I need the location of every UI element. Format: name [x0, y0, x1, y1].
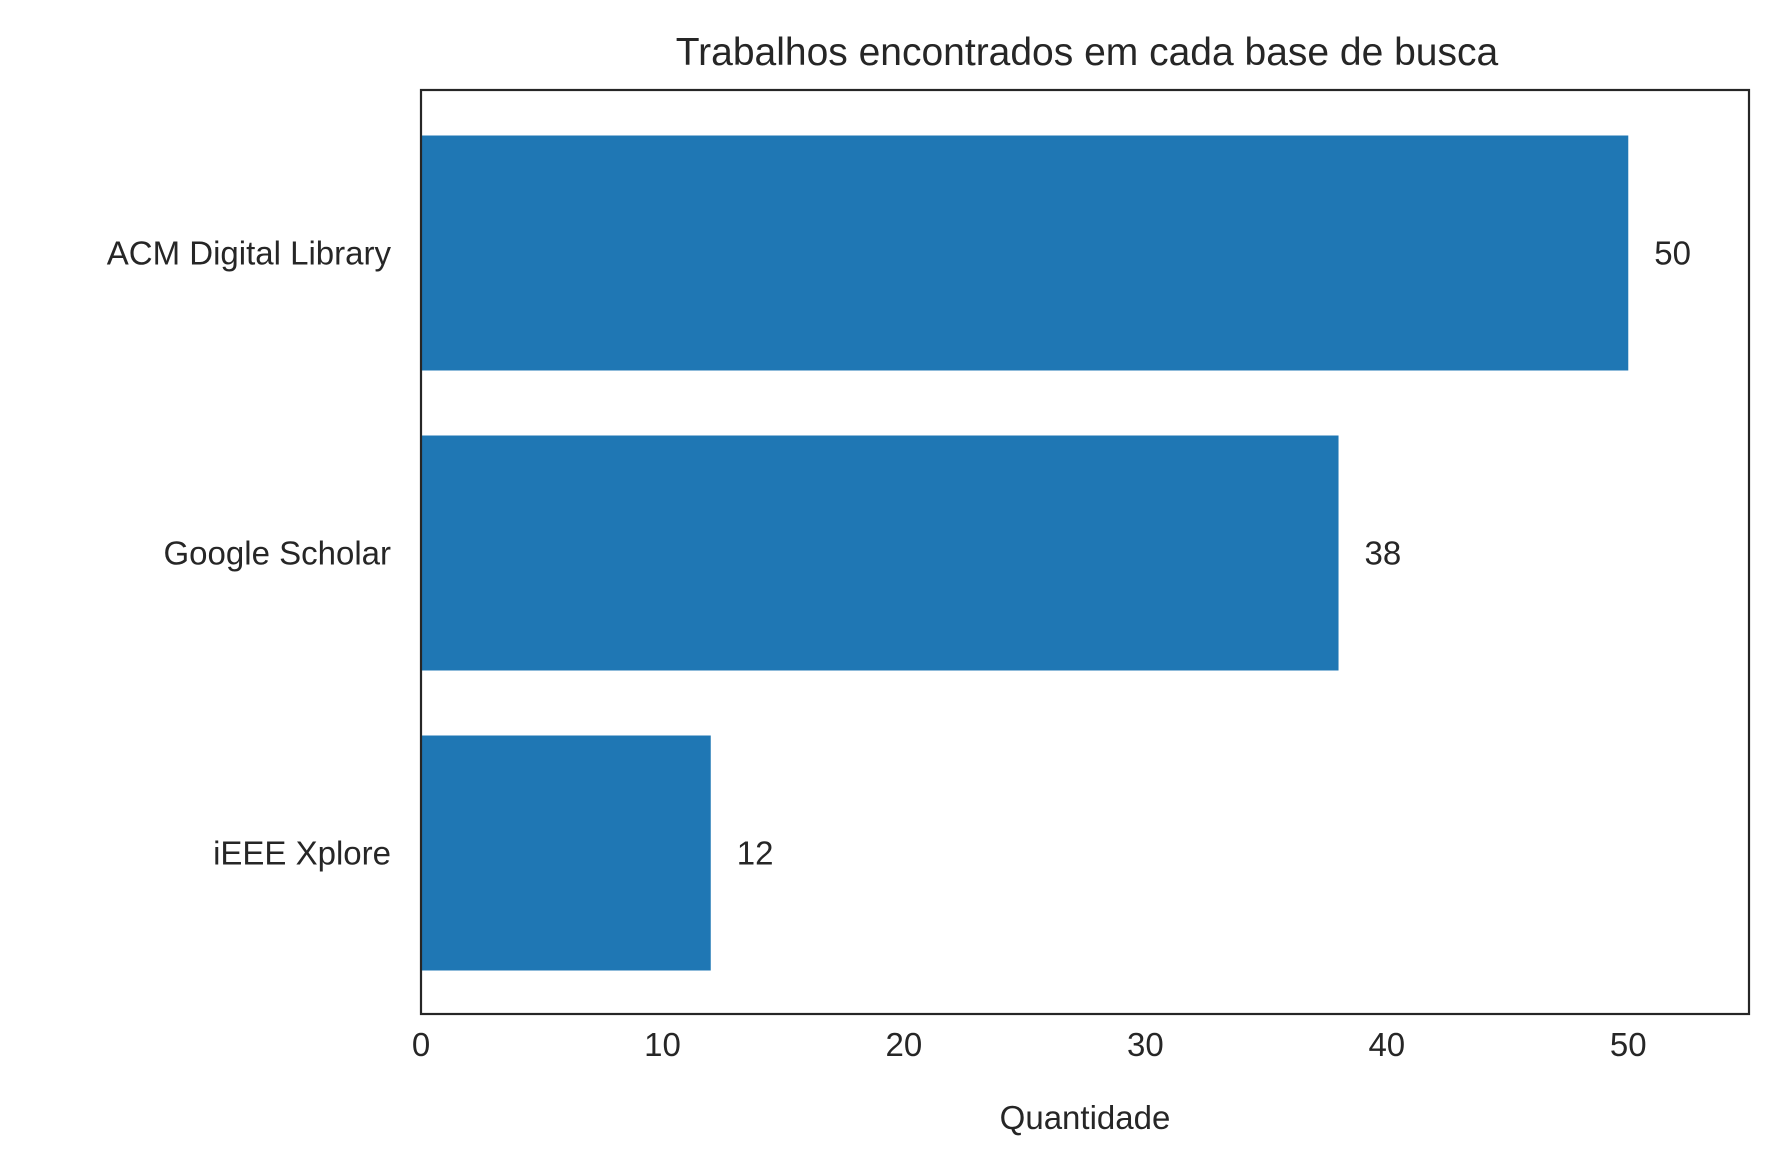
bar-ieee-xplore [421, 735, 711, 971]
y-tick-label-acm-digital-library: ACM Digital Library [107, 235, 392, 272]
x-tick-label-50: 50 [1610, 1026, 1647, 1063]
x-ticks-layer: 0 10 20 30 40 50 [412, 1026, 1647, 1063]
bars-layer [421, 135, 1629, 971]
value-label-acm-digital-library: 50 [1654, 235, 1691, 272]
bar-google-scholar [421, 435, 1339, 671]
value-label-ieee-xplore: 12 [737, 835, 774, 872]
y-tick-label-ieee-xplore: iEEE Xplore [213, 835, 391, 872]
x-tick-label-10: 10 [644, 1026, 681, 1063]
x-axis-label: Quantidade [1000, 1099, 1171, 1136]
x-tick-label-0: 0 [412, 1026, 430, 1063]
labels-layer: 50 ACM Digital Library 38 Google Scholar 12 i… [107, 235, 1691, 872]
plot-frame [419, 88, 1751, 1016]
x-tick-label-20: 20 [886, 1026, 923, 1063]
value-label-google-scholar: 38 [1365, 535, 1402, 572]
chart-title: Trabalhos encontrados em cada base de bu… [676, 31, 1499, 74]
y-tick-label-google-scholar: Google Scholar [164, 535, 391, 572]
x-tick-label-30: 30 [1127, 1026, 1164, 1063]
bar-acm-digital-library [421, 135, 1629, 371]
x-tick-label-40: 40 [1368, 1026, 1405, 1063]
